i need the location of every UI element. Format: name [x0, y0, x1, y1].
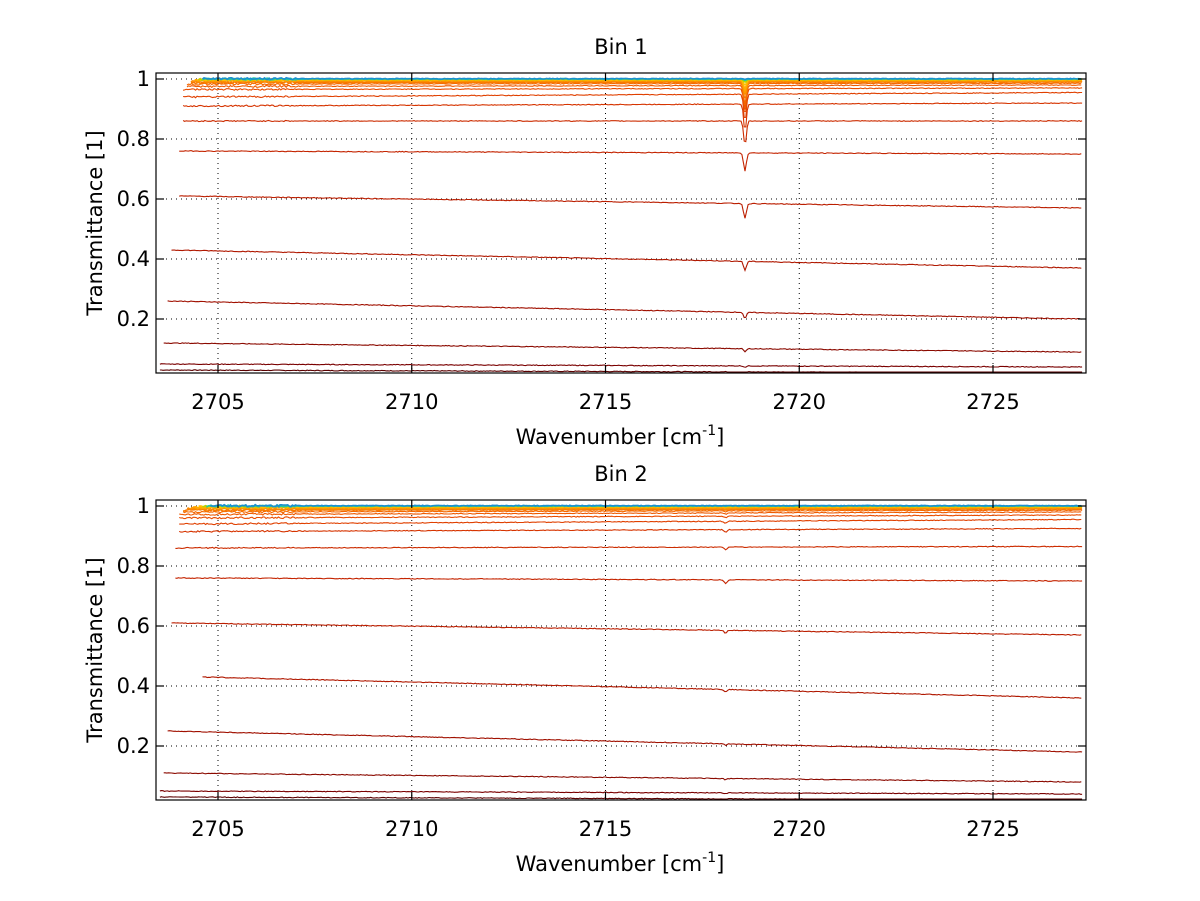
chart-title: Bin 1 — [594, 35, 648, 59]
series-line-13 — [182, 509, 1083, 514]
plot-frame — [155, 499, 1087, 801]
grid — [156, 73, 1086, 373]
x-tick-label: 2705 — [191, 817, 244, 841]
x-tick-label: 2710 — [385, 390, 438, 414]
series-line-2 — [159, 790, 1083, 795]
y-axis-label: Transmittance [1] — [83, 130, 107, 316]
series-line-10 — [179, 518, 1082, 526]
y-tick-label: 0.4 — [117, 674, 150, 698]
x-tick-label: 2705 — [191, 390, 244, 414]
series-line-11 — [182, 87, 1083, 112]
y-tick-label: 0.2 — [117, 734, 150, 758]
series-line-6 — [171, 622, 1082, 636]
chart-title: Bin 2 — [594, 462, 648, 486]
ticks: 2705 2710 2715 2720 2725 0.2 0.4 0.6 0.8 1 — [117, 494, 1086, 841]
series-line-1 — [159, 796, 1083, 800]
series-line-21 — [210, 503, 1082, 508]
series-line-2 — [159, 363, 1083, 368]
series-line-5 — [171, 249, 1082, 273]
y-tick-label: 0.8 — [117, 554, 150, 578]
series-line-21 — [202, 76, 1082, 81]
series-line-3 — [163, 772, 1082, 783]
series-line-8 — [175, 545, 1083, 551]
x-axis-label: Wavenumber [cm-1] — [516, 423, 725, 449]
series-line-12 — [179, 511, 1082, 516]
x-tick-label: 2725 — [966, 817, 1019, 841]
series-line-10 — [183, 91, 1083, 118]
y-axis-label: Transmittance [1] — [83, 557, 107, 743]
series-line-5 — [202, 676, 1082, 699]
y-tick-label: 0.2 — [117, 307, 150, 331]
x-tick-label: 2720 — [773, 817, 826, 841]
series-line-14 — [190, 80, 1083, 99]
series-line-9 — [178, 527, 1082, 533]
series-line-1 — [159, 369, 1083, 373]
x-tick-label: 2720 — [773, 390, 826, 414]
ticks: 2705 2710 2715 2720 2725 0.2 0.4 0.6 0.8 1 — [117, 67, 1086, 414]
series-line-7 — [175, 577, 1083, 585]
y-tick-label: 0.6 — [117, 614, 150, 638]
y-tick-label: 0.8 — [117, 127, 150, 151]
series-line-7 — [179, 150, 1082, 172]
series-group — [159, 503, 1083, 800]
x-tick-label: 2710 — [385, 817, 438, 841]
series-line-14 — [183, 507, 1083, 512]
series-line-13 — [186, 82, 1082, 105]
y-tick-label: 1 — [137, 67, 150, 91]
y-tick-label: 0.6 — [117, 187, 150, 211]
grid — [156, 500, 1086, 800]
plot-frame — [155, 72, 1087, 374]
y-tick-label: 0.4 — [117, 247, 150, 271]
x-tick-label: 2725 — [966, 390, 1019, 414]
series-line-9 — [182, 102, 1083, 128]
chart-bin-1: Bin 1 2705 2710 2715 2720 27250.20.40.60.81 … — [83, 35, 1087, 449]
x-tick-label: 2715 — [579, 817, 632, 841]
series-line-6 — [179, 195, 1082, 219]
series-line-3 — [163, 342, 1082, 353]
series-group — [159, 76, 1083, 373]
series-line-4 — [167, 730, 1083, 753]
series-line-4 — [167, 300, 1083, 320]
y-tick-label: 1 — [137, 494, 150, 518]
x-axis-label: Wavenumber [cm-1] — [516, 850, 725, 876]
chart-bin-2: Bin 2 2705 2710 2715 2720 27250.20.40.60.81 … — [83, 462, 1087, 876]
x-tick-label: 2715 — [579, 390, 632, 414]
series-line-11 — [179, 514, 1082, 520]
series-line-8 — [182, 119, 1083, 143]
series-line-12 — [186, 84, 1082, 110]
